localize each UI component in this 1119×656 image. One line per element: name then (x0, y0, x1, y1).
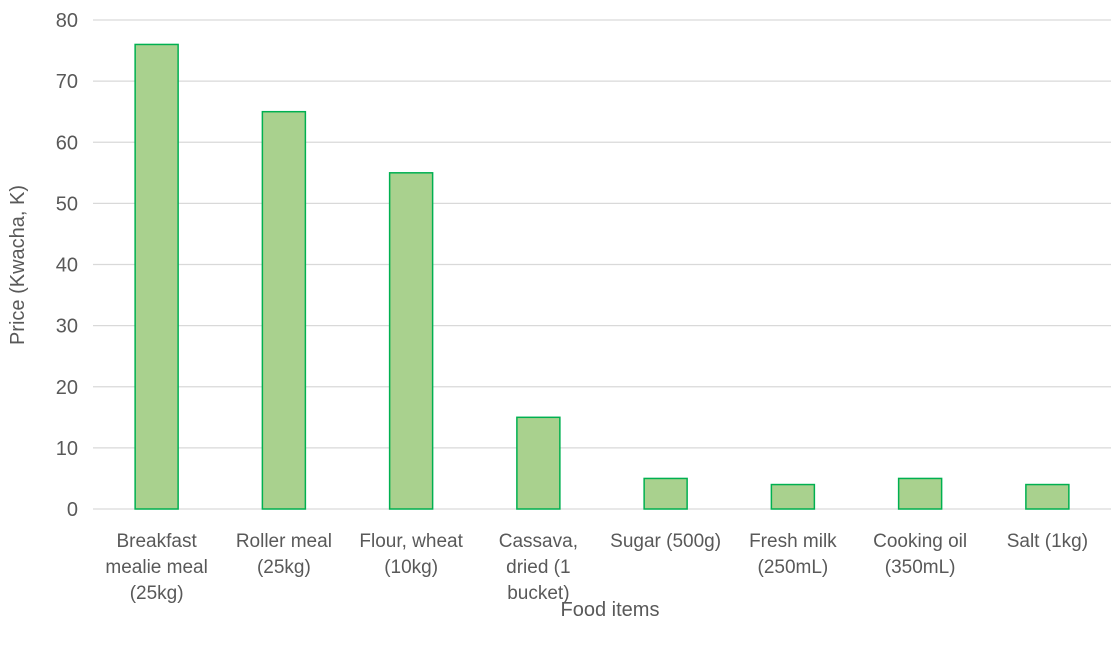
x-tick-label: dried (1 (506, 557, 570, 578)
x-tick-label: mealie meal (105, 557, 207, 578)
bar (388, 172, 434, 510)
x-tick-label: Cooking oil (873, 531, 967, 552)
gridlines (93, 19, 1111, 510)
x-axis-title: Food items (561, 599, 660, 621)
y-tick-label: 0 (67, 499, 78, 521)
x-tick-label: Salt (1kg) (1007, 531, 1088, 552)
y-axis-title: Price (Kwacha, K) (7, 185, 29, 345)
x-tick-label: Flour, wheat (359, 531, 463, 552)
x-tick-label: Cassava, (499, 531, 578, 552)
y-tick-label: 20 (56, 377, 78, 399)
x-tick-label: (250mL) (758, 557, 829, 578)
x-axis-ticks: Breakfast mealie meal (25kg) Roller meal (25… (105, 531, 1088, 604)
bar (1025, 483, 1070, 510)
x-tick-label: Roller meal (236, 531, 332, 552)
x-tick-label: (25kg) (130, 583, 184, 604)
x-tick-label: (350mL) (885, 557, 956, 578)
x-tick-label: (25kg) (257, 557, 311, 578)
x-tick-label: bucket) (507, 583, 569, 604)
bar (770, 483, 816, 510)
y-tick-label: 80 (56, 10, 78, 32)
y-axis-ticks: 0 10 20 30 40 50 60 70 80 (56, 10, 78, 521)
y-tick-label: 60 (56, 132, 78, 154)
y-tick-label: 40 (56, 255, 78, 277)
bar (897, 477, 943, 510)
x-tick-label: Breakfast (116, 531, 197, 552)
y-tick-label: 30 (56, 316, 78, 338)
bars (134, 43, 1070, 510)
bar (134, 43, 179, 510)
x-tick-label: Sugar (500g) (610, 531, 721, 552)
y-tick-label: 50 (56, 193, 78, 215)
x-tick-label: (10kg) (384, 557, 438, 578)
y-tick-label: 70 (56, 71, 78, 93)
x-tick-label: Fresh milk (749, 531, 837, 552)
bar (261, 110, 307, 510)
bar (516, 416, 561, 510)
bar (643, 477, 688, 510)
y-tick-label: 10 (56, 438, 78, 460)
